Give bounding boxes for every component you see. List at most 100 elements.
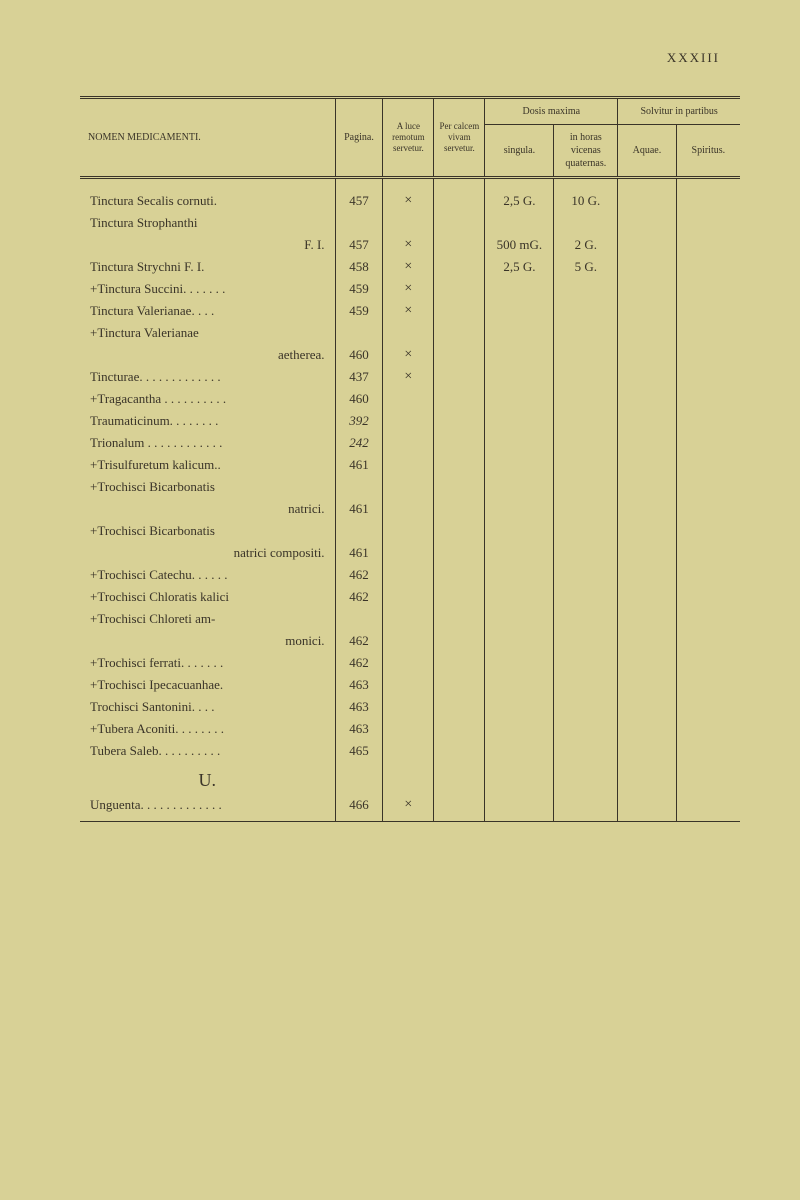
cell-luce: [383, 322, 434, 344]
cell-pagina: 463: [335, 674, 383, 696]
cell-nomen: Tubera Saleb. . . . . . . . . .: [80, 740, 335, 762]
cell-singula: [485, 322, 554, 344]
header-nomen: NOMEN MEDICAMENTI.: [80, 98, 335, 178]
cell-horas: [554, 432, 618, 454]
cell-pagina: 460: [335, 344, 383, 366]
cell-horas: [554, 300, 618, 322]
cell-nomen: Tinctura Secalis cornuti.: [80, 190, 335, 212]
cell-luce: [383, 410, 434, 432]
cell-singula: [485, 388, 554, 410]
cell-singula: [485, 740, 554, 762]
cell-singula: [485, 795, 554, 822]
cell-pagina: 462: [335, 586, 383, 608]
cell-spiritus: [676, 674, 740, 696]
cell-spiritus: [676, 608, 740, 630]
cell-horas: [554, 608, 618, 630]
cell-pagina: [335, 322, 383, 344]
cell-singula: [485, 520, 554, 542]
cell-spiritus: [676, 564, 740, 586]
cell-singula: [485, 652, 554, 674]
cell-calcem: [434, 476, 485, 498]
cell-luce: [383, 454, 434, 476]
cell-calcem: [434, 674, 485, 696]
cell-aquae: [618, 652, 676, 674]
cell-pagina: 462: [335, 564, 383, 586]
cell-aquae: [618, 520, 676, 542]
cell-calcem: [434, 212, 485, 234]
cell-singula: [485, 498, 554, 520]
cell-nomen: Unguenta. . . . . . . . . . . . .: [80, 795, 335, 822]
table-row: +Tubera Aconiti. . . . . . . .463: [80, 718, 740, 740]
cell-aquae: [618, 366, 676, 388]
cell-singula: 500 mG.: [485, 234, 554, 256]
table-row: Tinctura Secalis cornuti.457×2,5 G.10 G.: [80, 190, 740, 212]
cell-aquae: [618, 212, 676, 234]
cell-nomen: +Tubera Aconiti. . . . . . . .: [80, 718, 335, 740]
cell-calcem: [434, 586, 485, 608]
cell-aquae: [618, 344, 676, 366]
section-letter: U.: [80, 762, 335, 795]
cell-horas: [554, 322, 618, 344]
section-row: U.: [80, 762, 740, 795]
cell-nomen: natrici compositi.: [80, 542, 335, 564]
cell-aquae: [618, 564, 676, 586]
cell-calcem: [434, 630, 485, 652]
cell-calcem: [434, 718, 485, 740]
cell-nomen: +Trochisci Bicarbonatis: [80, 520, 335, 542]
cell-aquae: [618, 498, 676, 520]
cell-aquae: [618, 542, 676, 564]
cell-pagina: 462: [335, 652, 383, 674]
cell-singula: [485, 630, 554, 652]
table-row: +Trochisci Catechu. . . . . .462: [80, 564, 740, 586]
cell-horas: [554, 454, 618, 476]
cell-nomen: +Tragacantha . . . . . . . . . .: [80, 388, 335, 410]
cell-singula: [485, 586, 554, 608]
cell-horas: [554, 564, 618, 586]
table-row: Unguenta. . . . . . . . . . . . .466×: [80, 795, 740, 822]
table-row: +Trochisci Bicarbonatis: [80, 476, 740, 498]
cell-aquae: [618, 388, 676, 410]
cell-luce: ×: [383, 795, 434, 822]
table-row: Tinctura Strychni F. I.458×2,5 G.5 G.: [80, 256, 740, 278]
cell-calcem: [434, 410, 485, 432]
header-singula: singula.: [485, 125, 554, 178]
cell-spiritus: [676, 696, 740, 718]
cell-horas: [554, 674, 618, 696]
cell-nomen: +Tinctura Valerianae: [80, 322, 335, 344]
page-number: XXXIII: [80, 50, 740, 66]
cell-luce: [383, 520, 434, 542]
cell-luce: ×: [383, 190, 434, 212]
cell-luce: [383, 696, 434, 718]
cell-aquae: [618, 190, 676, 212]
cell-horas: [554, 795, 618, 822]
cell-luce: [383, 674, 434, 696]
cell-singula: [485, 410, 554, 432]
cell-luce: [383, 608, 434, 630]
cell-singula: [485, 344, 554, 366]
table-row: +Trochisci Ipecacuanhae.463: [80, 674, 740, 696]
table-row: +Trochisci Bicarbonatis: [80, 520, 740, 542]
document-page: XXXIII NOMEN MEDICAMENTI. Pagina. A luce…: [0, 0, 800, 1200]
cell-pagina: [335, 608, 383, 630]
cell-nomen: F. I.: [80, 234, 335, 256]
cell-pagina: 463: [335, 696, 383, 718]
cell-nomen: Trochisci Santonini. . . .: [80, 696, 335, 718]
cell-pagina: 465: [335, 740, 383, 762]
cell-luce: [383, 630, 434, 652]
cell-aquae: [618, 608, 676, 630]
cell-spiritus: [676, 652, 740, 674]
cell-luce: ×: [383, 300, 434, 322]
table-row: F. I.457×500 mG.2 G.: [80, 234, 740, 256]
cell-spiritus: [676, 630, 740, 652]
cell-calcem: [434, 234, 485, 256]
table-row: natrici.461: [80, 498, 740, 520]
cell-singula: [485, 476, 554, 498]
table-body: Tinctura Secalis cornuti.457×2,5 G.10 G.…: [80, 178, 740, 822]
cell-horas: [554, 630, 618, 652]
cell-pagina: 463: [335, 718, 383, 740]
cell-singula: [485, 564, 554, 586]
cell-spiritus: [676, 740, 740, 762]
cell-aquae: [618, 256, 676, 278]
cell-luce: [383, 564, 434, 586]
table-row: +Trochisci Chloratis kalici462: [80, 586, 740, 608]
